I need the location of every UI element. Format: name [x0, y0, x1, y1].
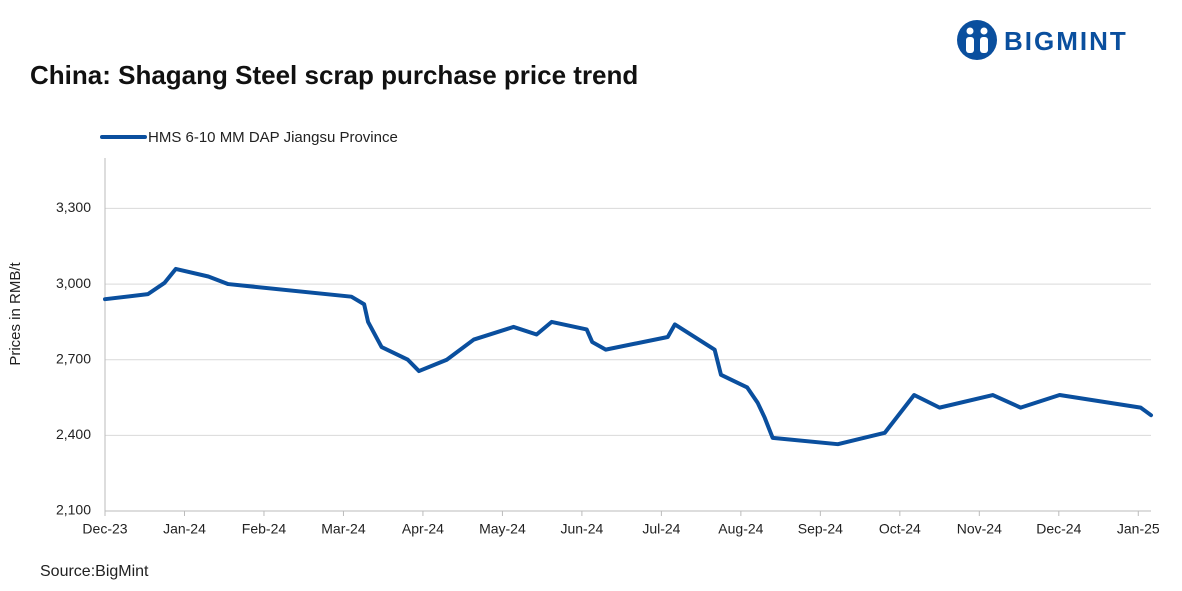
brand: BIGMINT	[1004, 26, 1128, 56]
source: Source:BigMint	[40, 563, 149, 580]
y-tick-label: 3,000	[56, 275, 91, 291]
x-tick-label: May-24	[479, 521, 526, 537]
x-tick-label: Jan-25	[1117, 521, 1160, 537]
y-axis-label: Prices in RMB/t	[7, 261, 24, 365]
x-tick-label: Jul-24	[642, 521, 680, 537]
legend-label: HMS 6-10 MM DAP Jiangsu Province	[148, 129, 398, 146]
x-tick-label: Dec-23	[82, 521, 127, 537]
x-tick-label: Aug-24	[718, 521, 763, 537]
x-tick-label: Mar-24	[321, 521, 366, 537]
x-tick-label: Oct-24	[879, 521, 921, 537]
y-tick-label: 2,700	[56, 350, 91, 366]
x-tick-label: Jan-24	[163, 521, 206, 537]
y-tick-label: 2,100	[56, 502, 91, 518]
x-tick-label: Dec-24	[1036, 521, 1081, 537]
x-tick-label: Apr-24	[402, 521, 444, 537]
logo-icon	[957, 20, 997, 60]
x-tick-label: Sep-24	[798, 521, 843, 537]
x-tick-label: Nov-24	[957, 521, 1002, 537]
line-series	[103, 266, 1153, 447]
y-tick-label: 3,300	[56, 199, 91, 215]
x-tick-label: Jun-24	[560, 521, 603, 537]
chart-title: China: Shagang Steel scrap purchase pric…	[30, 60, 638, 90]
y-tick-label: 2,400	[56, 426, 91, 442]
x-tick-label: Feb-24	[242, 521, 287, 537]
